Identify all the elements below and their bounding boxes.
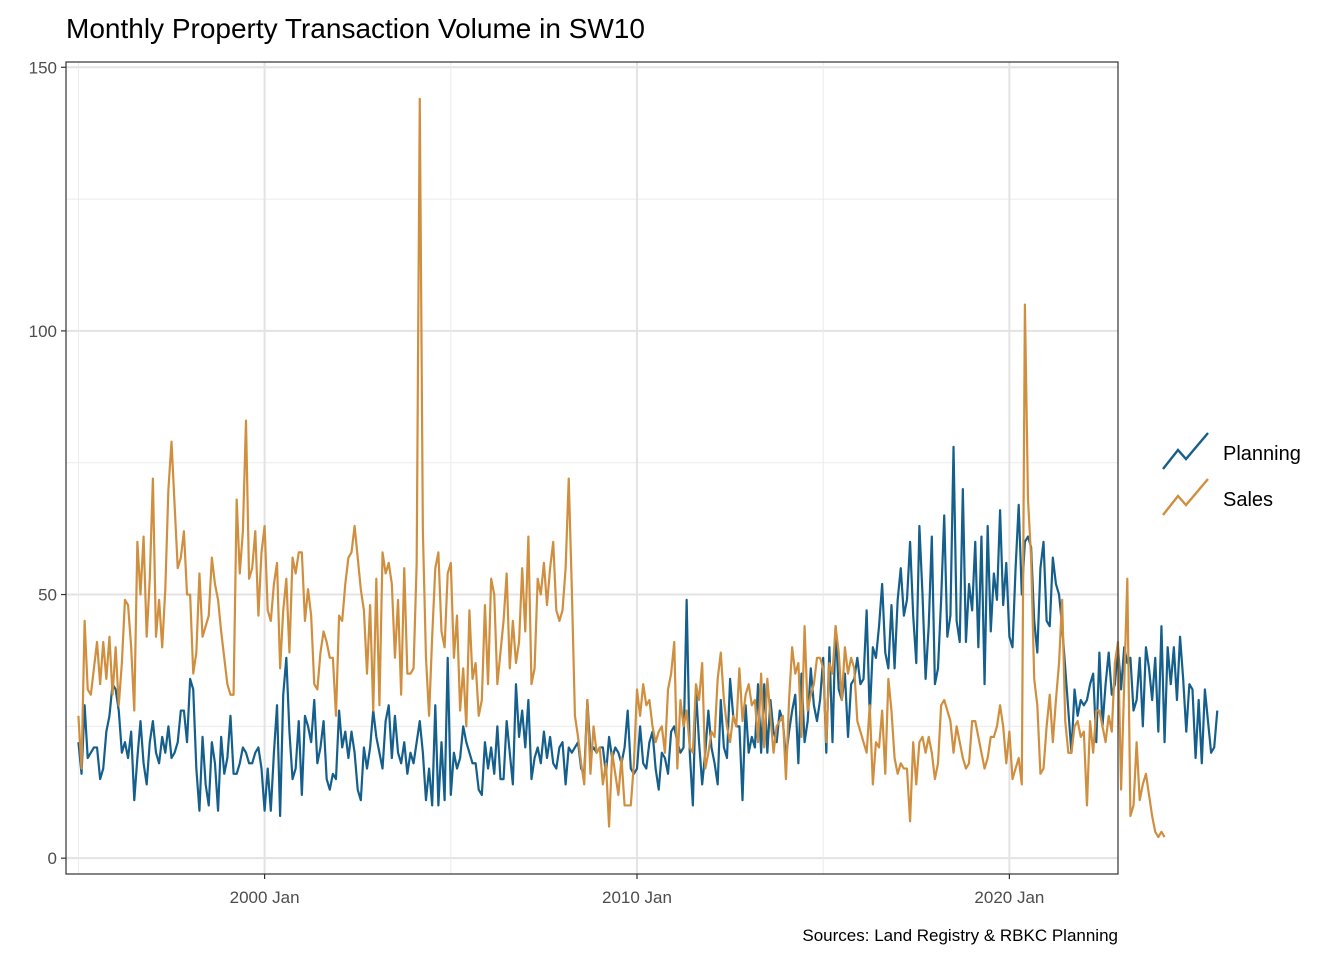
legend-label-sales: Sales	[1223, 489, 1273, 511]
grid	[66, 62, 1118, 874]
legend-key-sales	[1162, 478, 1209, 516]
series-line-planning	[77, 445, 1219, 818]
x-tick-label: 2020 Jan	[974, 888, 1044, 907]
chart-title: Monthly Property Transaction Volume in S…	[66, 13, 645, 44]
axes: 0 50 100 150 2000 Jan 2010 Jan 2020 Jan	[29, 58, 1045, 907]
legend: Planning Sales	[1162, 432, 1301, 516]
x-tick-label: 2010 Jan	[602, 888, 672, 907]
legend-label-planning: Planning	[1223, 443, 1301, 465]
plot-border	[65, 61, 1119, 875]
y-tick-label: 50	[38, 586, 57, 605]
chart-caption: Sources: Land Registry & RBKC Planning	[802, 926, 1118, 945]
series-line-sales	[77, 97, 1166, 839]
y-tick-label: 0	[48, 849, 57, 868]
y-tick-label: 150	[29, 58, 57, 77]
legend-key-planning	[1162, 432, 1209, 470]
x-tick-label: 2000 Jan	[230, 888, 300, 907]
series-lines	[77, 97, 1219, 839]
y-tick-label: 100	[29, 322, 57, 341]
